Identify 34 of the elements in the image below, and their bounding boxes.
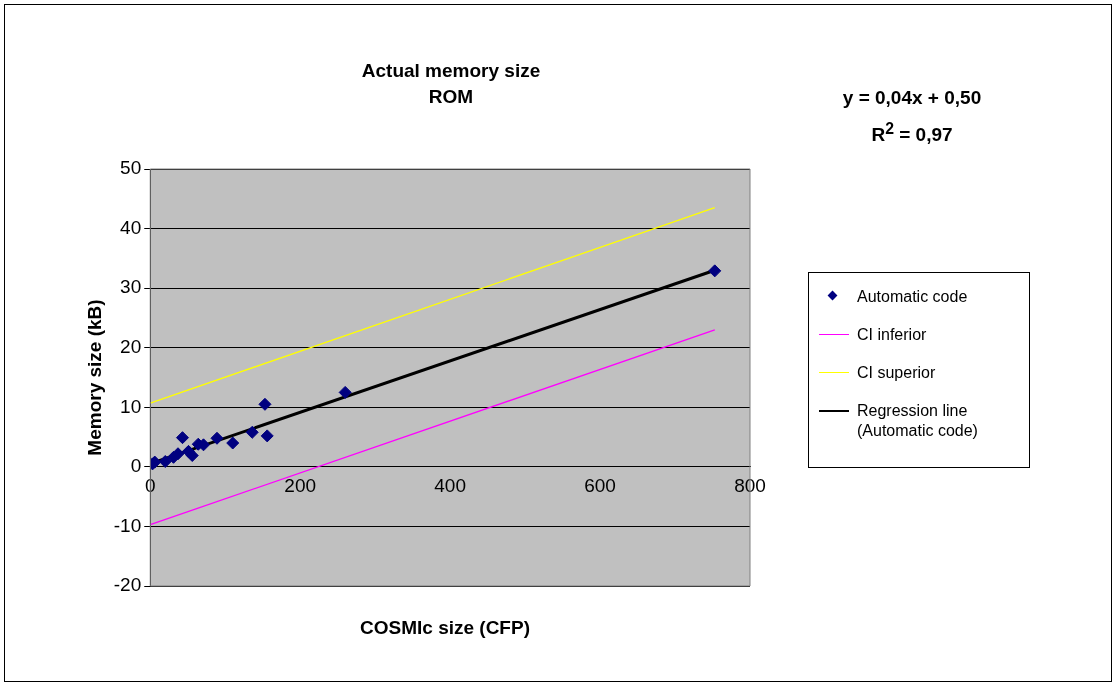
point [210, 431, 224, 445]
legend-label: CI superior [857, 363, 936, 383]
legend-label: Regression line (Automatic code) [857, 401, 979, 441]
legend-label: CI inferior [857, 325, 927, 345]
y-tick-label: 20 [120, 335, 142, 357]
y-tick-label: 50 [120, 157, 142, 179]
chart-title: Actual memory size [361, 60, 541, 82]
y-tick-label: -20 [113, 574, 142, 596]
point [185, 449, 199, 463]
point [245, 425, 259, 439]
point [158, 455, 172, 468]
x-tick-label: 800 [734, 475, 766, 497]
legend-label: Automatic code [857, 287, 968, 307]
y-tick-label: -10 [113, 514, 142, 536]
y-tick-label: 10 [120, 395, 142, 417]
point [176, 431, 189, 445]
point [260, 429, 274, 443]
x-tick-label: 200 [284, 475, 317, 497]
point [258, 397, 272, 411]
text: R$^{2}$ = 0,97 [871, 120, 953, 147]
point [338, 385, 352, 399]
chart-subtitle: ROM [428, 86, 474, 108]
point [708, 264, 722, 278]
y-axis-title: Memory size (kB) [83, 299, 105, 456]
x-tick-label: 0 [144, 475, 156, 497]
x-tick-label: 600 [584, 475, 616, 497]
y-tick-label: 30 [120, 276, 142, 298]
y-tick-label: 40 [120, 216, 142, 238]
point [171, 447, 185, 461]
y-tick-label: 0 [130, 455, 142, 477]
x-axis-title: COSMIc size (CFP) [360, 617, 530, 639]
text: y = 0,04x + 0,50 [842, 87, 982, 109]
point [226, 436, 240, 450]
x-tick-label: 400 [434, 475, 466, 497]
